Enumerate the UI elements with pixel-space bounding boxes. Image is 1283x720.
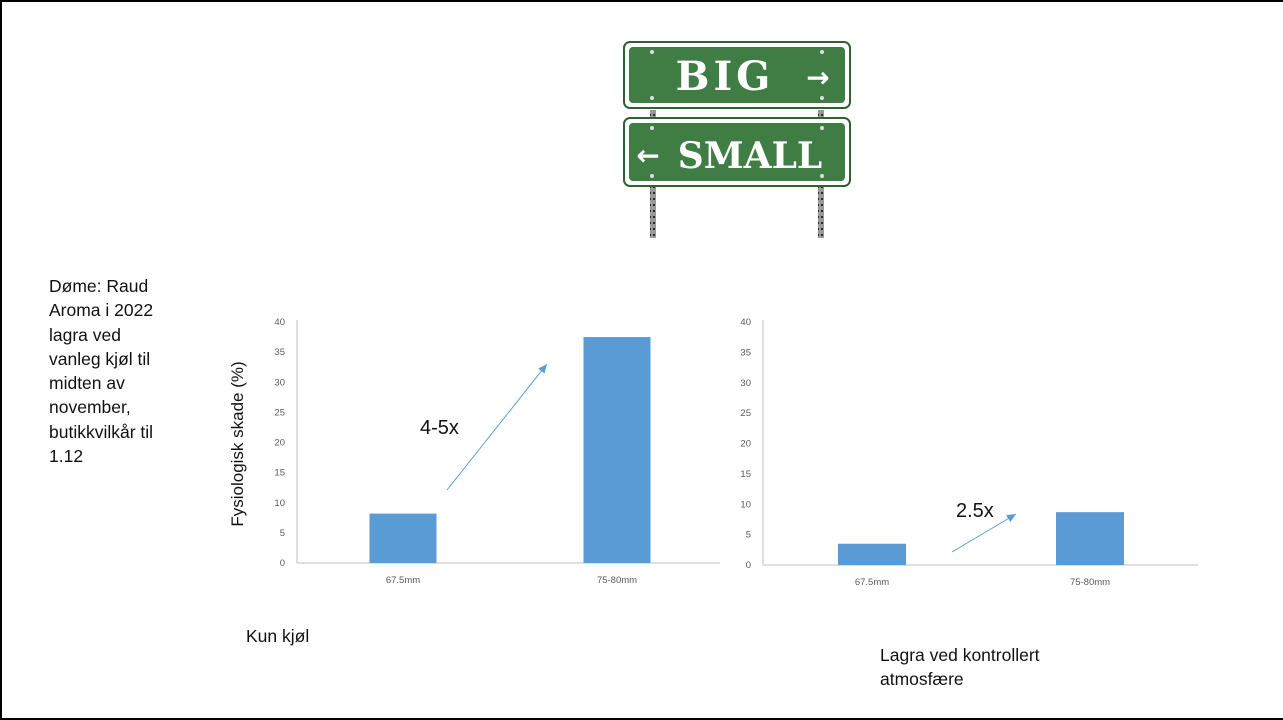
y-axis-label: Fysiologisk skade (%) [228,361,247,526]
arrow-head-icon [538,364,547,374]
sign-board-big: BIG → [623,41,851,109]
right-arrow-icon: → [806,61,829,94]
arrow-head-icon [1006,514,1016,523]
x-tick-label: 75-80mm [597,575,637,586]
y-tick-label: 35 [740,347,751,358]
y-tick-label: 30 [740,378,751,389]
growth-arrow-line [951,513,1017,553]
side-note-text: Døme: Raud Aroma i 2022 lagra ved vanleg… [49,276,154,467]
y-tick-label: 40 [274,317,285,328]
y-tick-label: 30 [274,377,285,388]
left-arrow-icon: ← [636,139,659,172]
ratio-annotation: 4-5x [420,417,459,439]
y-tick-label: 20 [740,439,751,450]
ratio-annotation: 2.5x [956,500,994,522]
chart-caption-right: Lagra ved kontrollert atmosfære [880,645,1040,689]
big-small-sign-illustration: BIG → ← SMALL [623,41,851,238]
sign-top-text: BIG [676,53,775,100]
sign-board-small: ← SMALL [623,117,851,187]
x-tick-label: 75-80mm [1070,577,1110,588]
y-tick-label: 5 [746,530,751,541]
x-tick-label: 67.5mm [386,575,420,586]
sign-bottom-text: SMALL [678,135,822,177]
y-tick-label: 25 [274,407,285,418]
bar [583,337,651,563]
y-tick-label: 15 [274,468,285,479]
y-tick-label: 0 [746,560,751,571]
y-tick-label: 5 [280,528,285,539]
bar [1056,512,1124,565]
bar [838,543,906,565]
growth-arrow-line [446,363,548,491]
y-tick-label: 20 [274,438,285,449]
y-tick-label: 10 [274,498,285,509]
y-tick-label: 0 [280,558,285,569]
y-tick-label: 10 [740,499,751,510]
y-tick-label: 15 [740,469,751,480]
x-tick-label: 67.5mm [855,577,889,588]
y-tick-label: 35 [274,347,285,358]
y-tick-label: 40 [740,317,751,328]
bar [369,513,437,563]
y-tick-label: 25 [740,408,751,419]
chart-caption-left: Kun kjøl [246,626,310,646]
